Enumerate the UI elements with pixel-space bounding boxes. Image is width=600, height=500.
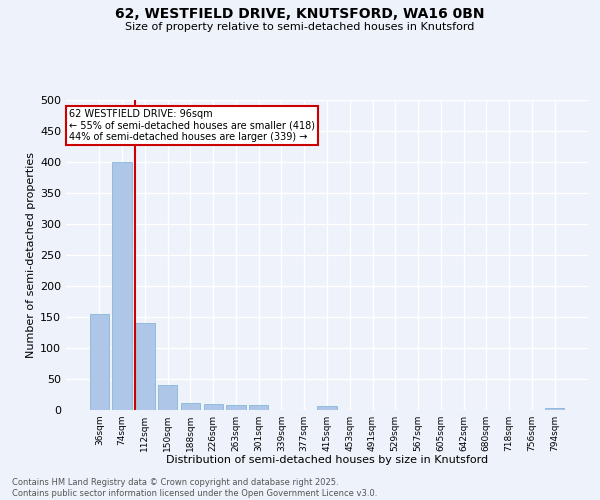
X-axis label: Distribution of semi-detached houses by size in Knutsford: Distribution of semi-detached houses by … xyxy=(166,456,488,466)
Bar xyxy=(135,323,155,410)
Bar xyxy=(112,162,132,410)
Y-axis label: Number of semi-detached properties: Number of semi-detached properties xyxy=(26,152,36,358)
Bar xyxy=(249,405,268,410)
Bar xyxy=(545,408,564,410)
Text: 62, WESTFIELD DRIVE, KNUTSFORD, WA16 0BN: 62, WESTFIELD DRIVE, KNUTSFORD, WA16 0BN xyxy=(115,8,485,22)
Bar xyxy=(158,385,178,410)
Text: Contains HM Land Registry data © Crown copyright and database right 2025.
Contai: Contains HM Land Registry data © Crown c… xyxy=(12,478,377,498)
Text: 62 WESTFIELD DRIVE: 96sqm
← 55% of semi-detached houses are smaller (418)
44% of: 62 WESTFIELD DRIVE: 96sqm ← 55% of semi-… xyxy=(68,110,314,142)
Bar xyxy=(90,314,109,410)
Bar xyxy=(317,406,337,410)
Bar xyxy=(181,402,200,410)
Bar xyxy=(203,404,223,410)
Text: Size of property relative to semi-detached houses in Knutsford: Size of property relative to semi-detach… xyxy=(125,22,475,32)
Bar xyxy=(226,405,245,410)
